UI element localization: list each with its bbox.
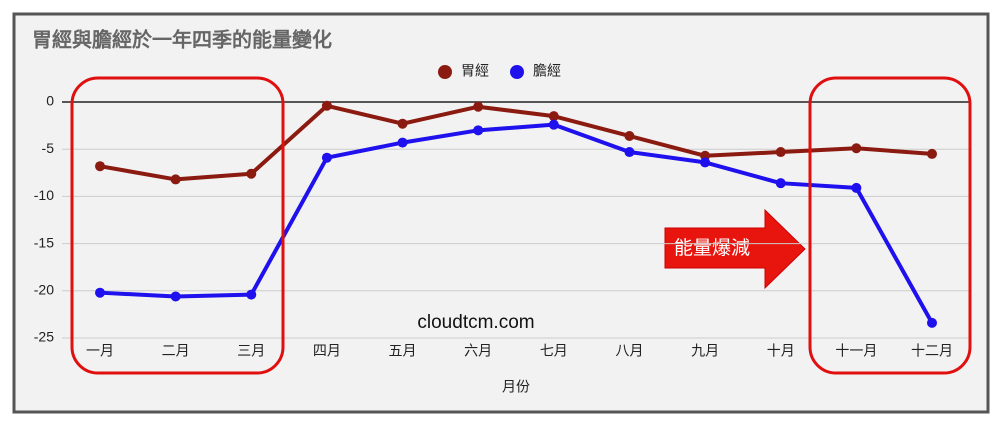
data-point <box>473 125 484 136</box>
x-tick-label: 三月 <box>237 343 265 359</box>
data-point <box>927 317 937 328</box>
data-point <box>170 174 181 185</box>
data-point <box>397 137 408 148</box>
data-point <box>775 178 786 189</box>
series-line <box>99 122 934 324</box>
y-tick-label: -25 <box>34 329 54 345</box>
x-tick-label: 九月 <box>691 343 719 359</box>
data-point <box>548 119 559 130</box>
data-point <box>170 291 181 302</box>
data-point <box>548 111 559 122</box>
x-tick-label: 四月 <box>313 343 341 359</box>
data-point <box>246 289 257 300</box>
plot-area: 0 -5 -10 -15 -20 -25 一月 二月 三月 四月 五月 六月 七月 八月 九月 十月 十一月 十二… <box>34 63 970 359</box>
x-tick-label: 一月 <box>86 343 114 359</box>
data-point <box>775 147 786 158</box>
legend-label: 膽經 <box>533 63 561 79</box>
y-tick-label: -10 <box>34 187 54 203</box>
data-point <box>321 100 332 111</box>
chart-title: 胃經與膽經於一年四季的能量變化 <box>32 27 332 51</box>
x-tick-label: 六月 <box>464 343 492 359</box>
data-point <box>246 168 257 179</box>
x-tick-label: 二月 <box>162 343 190 359</box>
legend-marker <box>438 65 452 79</box>
callout-arrow <box>664 208 806 290</box>
x-tick-label: 七月 <box>540 343 568 359</box>
series-line <box>99 103 933 182</box>
data-point <box>851 182 862 193</box>
y-tick-label: 0 <box>46 93 54 109</box>
y-tick-label: -20 <box>34 282 54 298</box>
x-axis-label: 月份 <box>502 379 530 395</box>
y-tick-label: -15 <box>34 234 54 250</box>
data-point <box>95 161 105 172</box>
x-tick-label: 十一月 <box>835 343 877 359</box>
x-tick-label: 八月 <box>615 343 643 359</box>
highlight-box <box>70 76 285 375</box>
data-point <box>624 147 635 158</box>
x-tick-label: 十月 <box>767 343 795 359</box>
y-tick-label: -5 <box>42 140 55 156</box>
data-point <box>473 101 484 112</box>
highlight-box <box>808 76 972 375</box>
legend-marker <box>510 65 524 79</box>
data-point <box>624 130 635 141</box>
data-point <box>397 118 408 129</box>
legend-label: 胃經 <box>461 63 489 79</box>
x-tick-label: 十二月 <box>911 343 953 359</box>
data-point <box>95 287 105 298</box>
data-point <box>851 143 862 154</box>
x-tick-label: 五月 <box>389 343 417 359</box>
callout-text: 能量爆減 <box>674 237 750 259</box>
data-point <box>321 152 332 163</box>
data-point <box>927 148 937 159</box>
data-point <box>700 157 711 168</box>
watermark: cloudtcm.com <box>417 312 534 333</box>
